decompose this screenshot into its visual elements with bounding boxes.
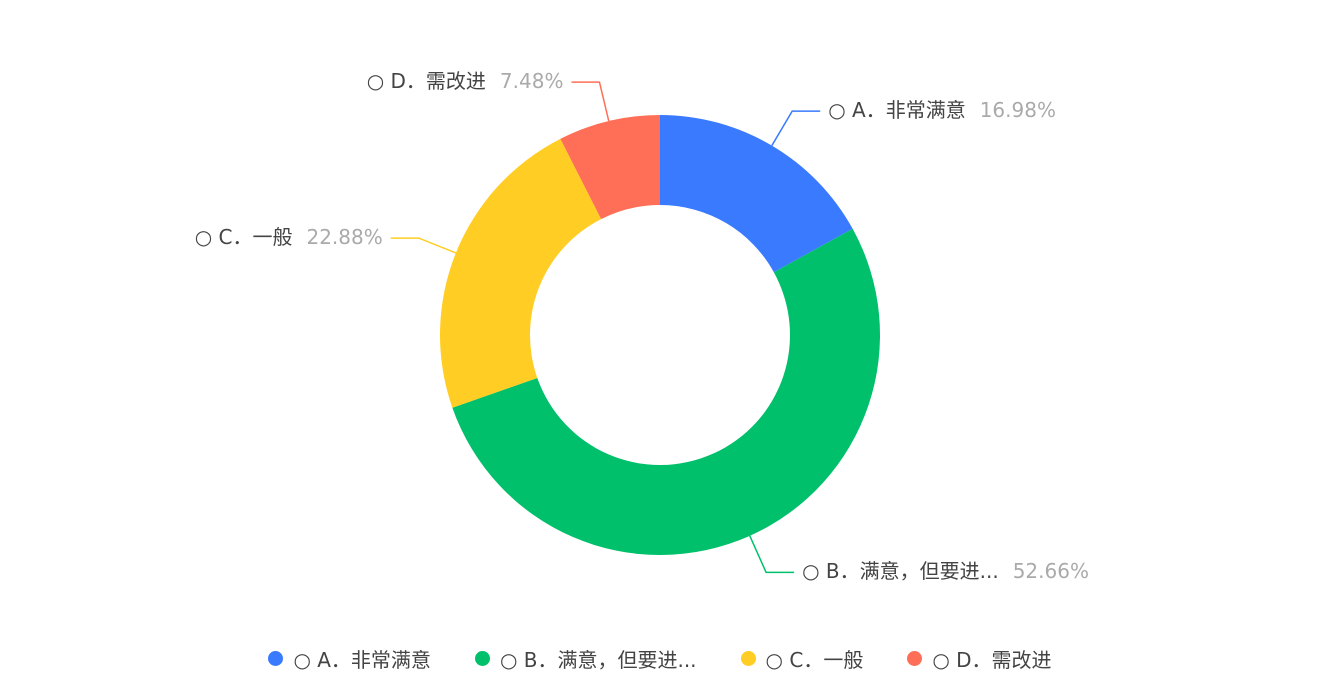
slice-label-1: ○ B．满意，但要进... 52.66% <box>802 559 1089 583</box>
legend-label: ○ D．需改进 <box>932 648 1052 672</box>
slice-2[interactable] <box>440 138 602 408</box>
slice-label-name: ○ D．需改进 <box>366 69 486 94</box>
leader-line-1 <box>749 535 795 574</box>
legend-item-1[interactable]: ○ B．满意，但要进... <box>474 644 697 673</box>
legend-item-2[interactable]: ○ C．一般 <box>740 644 864 673</box>
leader-line-2 <box>390 237 457 254</box>
slice-label-percent: 7.48% <box>499 69 564 94</box>
slice-label-name: ○ B．满意，但要进... <box>802 559 999 584</box>
slice-label-name: ○ A．非常满意 <box>828 98 966 123</box>
legend-dot-icon <box>268 651 284 666</box>
legend: ○ A．非常满意 ○ B．满意，但要进... ○ C．一般 ○ D．需改进 <box>0 644 1320 673</box>
slice-label-2: ○ C．一般 22.88% <box>195 225 383 249</box>
leader-line-0 <box>771 110 821 146</box>
slice-label-0: ○ A．非常满意 16.98% <box>828 98 1056 122</box>
legend-label: ○ C．一般 <box>765 648 864 672</box>
slice-1[interactable] <box>452 228 880 556</box>
leader-line-3 <box>571 81 610 122</box>
legend-label: ○ B．满意，但要进... <box>499 648 697 672</box>
slice-3[interactable] <box>560 115 660 220</box>
slice-label-name: ○ C．一般 <box>194 225 293 250</box>
legend-item-0[interactable]: ○ A．非常满意 <box>268 644 431 673</box>
legend-item-3[interactable]: ○ D．需改进 <box>907 644 1052 673</box>
slice-label-percent: 22.88% <box>306 225 383 250</box>
legend-label: ○ A．非常满意 <box>293 648 431 672</box>
legend-dot-icon <box>907 651 923 666</box>
slice-label-percent: 52.66% <box>1012 559 1089 584</box>
slice-label-3: ○ D．需改进 7.48% <box>367 69 564 93</box>
slice-label-percent: 16.98% <box>979 98 1056 123</box>
slice-0[interactable] <box>660 115 853 273</box>
legend-dot-icon <box>740 651 756 666</box>
legend-dot-icon <box>474 651 490 666</box>
